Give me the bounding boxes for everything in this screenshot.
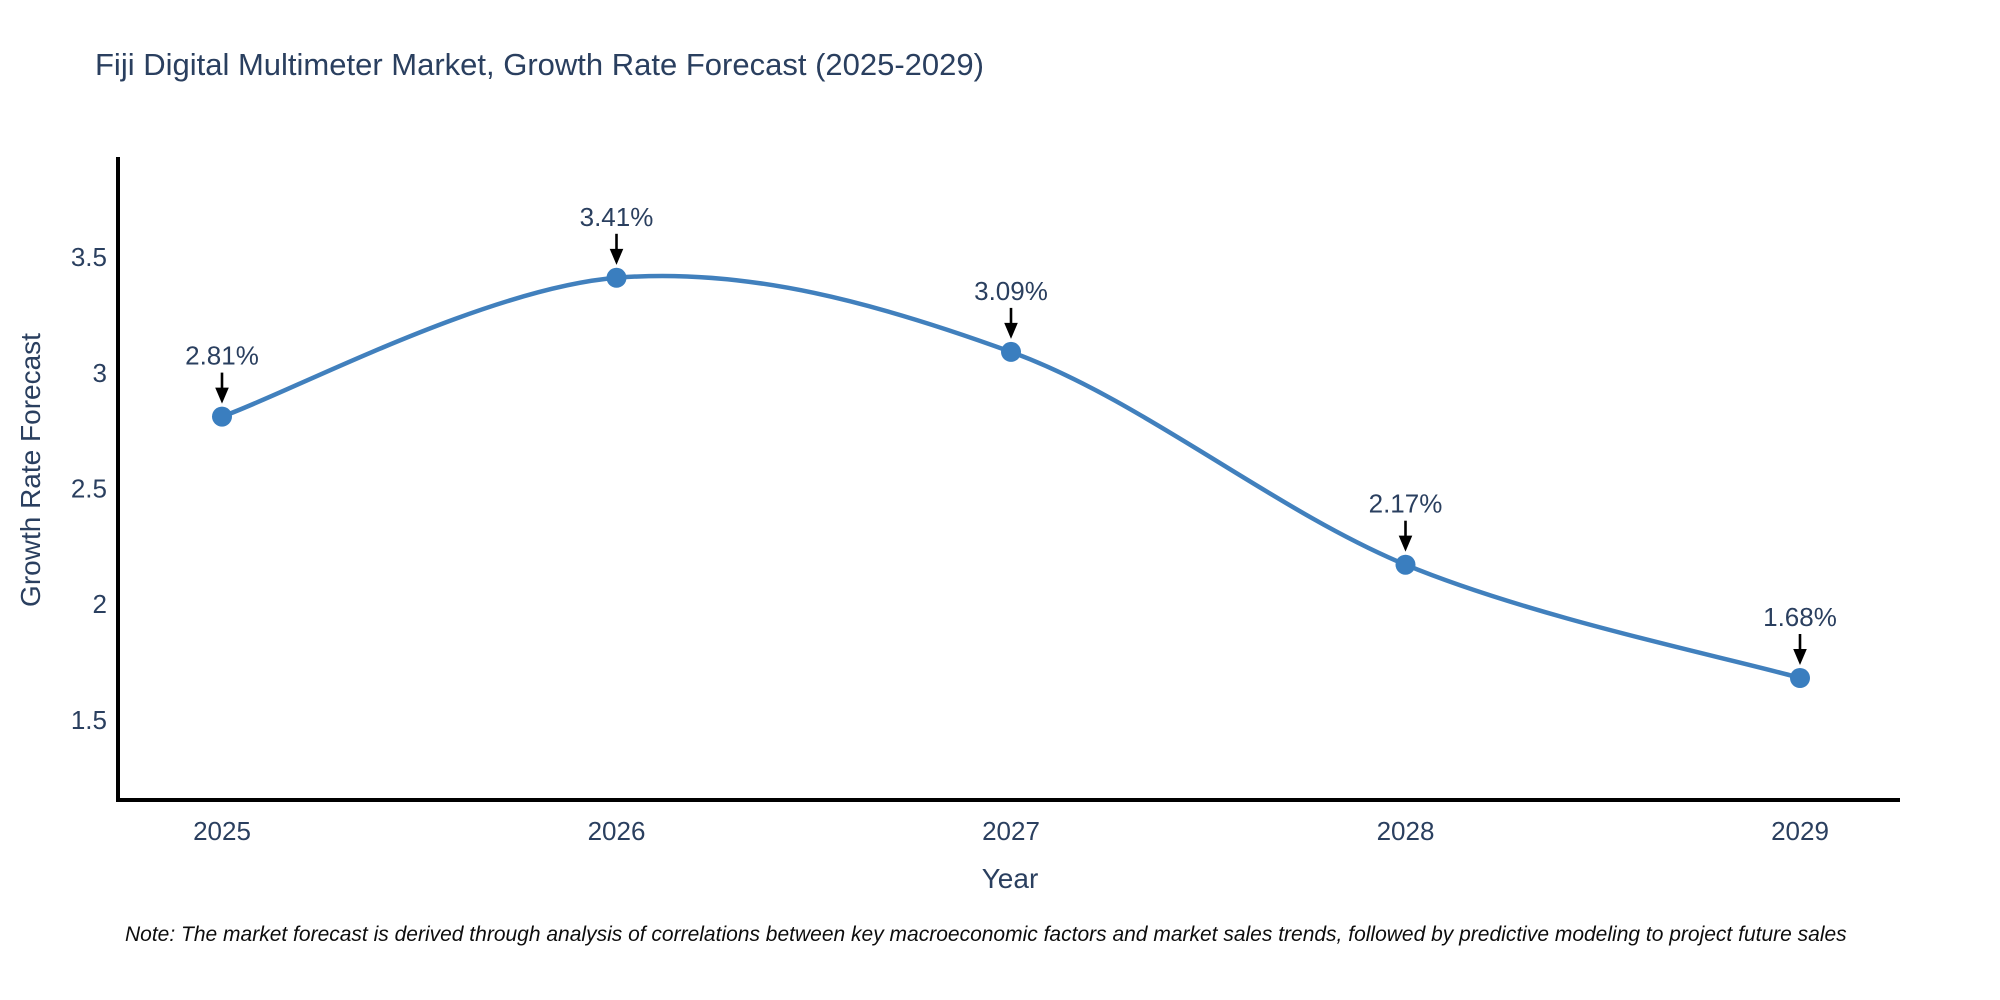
- y-tick-label: 2: [93, 589, 107, 619]
- annotation-label: 1.68%: [1763, 602, 1837, 632]
- annotation-arrowhead-icon: [215, 387, 229, 404]
- x-tick-label: 2027: [982, 816, 1040, 846]
- x-tick-label: 2025: [193, 816, 251, 846]
- annotation-arrowhead-icon: [1004, 322, 1018, 339]
- annotation-arrowhead-icon: [1793, 649, 1807, 666]
- point-annotation: 2.81%: [185, 341, 259, 404]
- x-tick-label: 2028: [1377, 816, 1435, 846]
- point-annotation: 1.68%: [1763, 602, 1837, 666]
- x-axis-ticks: 2025 2026 2027 2028 2029: [193, 816, 1829, 846]
- chart-title: Fiji Digital Multimeter Market, Growth R…: [95, 47, 984, 82]
- y-axis-ticks: 1.5 2 2.5 3 3.5: [71, 242, 107, 735]
- x-tick-label: 2026: [588, 816, 646, 846]
- annotation-label: 3.41%: [580, 202, 654, 232]
- data-point-marker[interactable]: [606, 267, 627, 288]
- point-annotation: 3.41%: [580, 202, 654, 265]
- annotation-arrowhead-icon: [1398, 535, 1413, 552]
- y-tick-label: 1.5: [71, 705, 107, 735]
- y-tick-label: 2.5: [71, 473, 107, 503]
- annotation-arrowhead-icon: [609, 248, 624, 265]
- annotation-label: 2.81%: [185, 341, 259, 371]
- point-annotation: 3.09%: [974, 276, 1048, 339]
- data-point-marker[interactable]: [212, 406, 232, 427]
- point-annotations: 2.81% 3.41% 3.09% 2.17% 1.68%: [185, 202, 1837, 666]
- y-axis-title: Growth Rate Forecast: [15, 333, 46, 607]
- y-tick-label: 3.5: [71, 242, 107, 272]
- footnote: Note: The market forecast is derived thr…: [125, 923, 1847, 946]
- data-point-marker[interactable]: [1790, 668, 1810, 688]
- data-point-marker[interactable]: [1001, 341, 1021, 362]
- annotation-label: 3.09%: [974, 276, 1048, 306]
- series-markers: [212, 267, 1810, 688]
- y-tick-label: 3: [93, 358, 107, 388]
- data-point-marker[interactable]: [1395, 554, 1416, 575]
- x-tick-label: 2029: [1771, 816, 1829, 846]
- point-annotation: 2.17%: [1369, 489, 1443, 552]
- x-axis-title: Year: [982, 863, 1039, 894]
- annotation-label: 2.17%: [1369, 489, 1443, 519]
